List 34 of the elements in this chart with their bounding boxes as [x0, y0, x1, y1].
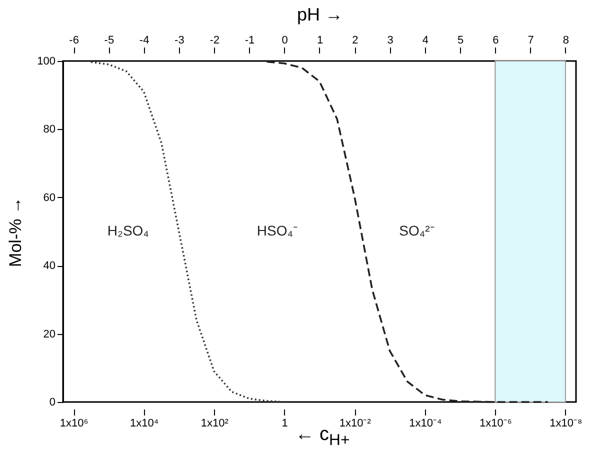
y-tick-label: 0 [49, 396, 56, 408]
y-tick-label: 100 [37, 56, 56, 68]
x2-axis-title: pH → [296, 4, 344, 24]
x2-tick-label: 0 [282, 34, 288, 46]
x2-tick-label: 7 [528, 34, 534, 46]
y-tick-label: 60 [43, 192, 56, 204]
x-tick-label: 1 [282, 418, 288, 430]
x-tick-label: 1x10⁶ [60, 418, 88, 430]
x-tick-label: 1x10⁻⁴ [409, 418, 442, 430]
x-tick-label: 1x10⁻⁸ [550, 418, 582, 430]
annotation: SO₄²⁻ [399, 222, 435, 238]
x-tick-label: 1x10⁴ [130, 418, 159, 430]
x2-tick-label: -4 [139, 34, 150, 46]
x2-tick-label: 4 [422, 34, 428, 46]
annotation: H₂SO₄ [107, 222, 150, 238]
y-tick-label: 40 [43, 260, 56, 272]
annotation: HSO₄⁻ [256, 222, 298, 238]
x2-tick-label: 5 [457, 34, 464, 46]
y-tick-label: 20 [43, 328, 56, 340]
x2-tick-label: 1 [316, 34, 324, 46]
y-tick-label: 80 [43, 124, 56, 136]
y-axis-title: Mol-% → [6, 197, 26, 267]
x2-tick-label: -3 [174, 34, 184, 46]
x-tick-label: 1x10⁻² [339, 418, 372, 430]
x2-tick-label: -5 [104, 34, 114, 46]
x2-tick-label: 3 [387, 34, 394, 46]
x-tick-label: 1x10² [200, 418, 229, 430]
x2-tick-label: 6 [492, 34, 499, 46]
x2-tick-label: 2 [352, 34, 358, 46]
x2-tick-label: 8 [562, 34, 570, 46]
x2-tick-label: -2 [210, 34, 220, 46]
x2-tick-label: -6 [69, 34, 79, 46]
x-tick-label: 1x10⁻⁶ [479, 418, 512, 430]
x2-tick-label: -1 [244, 34, 255, 46]
